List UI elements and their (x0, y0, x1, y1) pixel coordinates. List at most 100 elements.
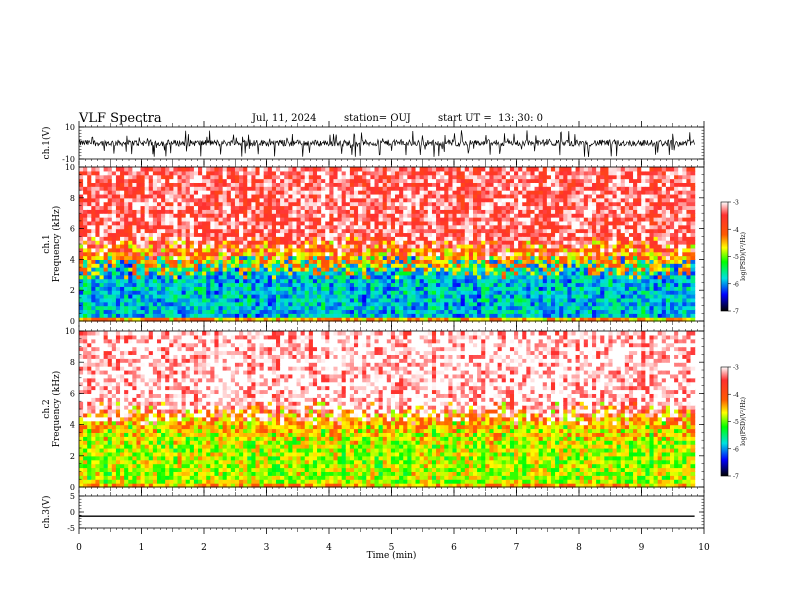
psd-cell (522, 259, 527, 264)
psd-cell (403, 170, 408, 176)
psd-cell (156, 309, 162, 314)
psd-cell (571, 259, 577, 264)
psd-cell (390, 182, 396, 187)
psd-cell (210, 270, 216, 276)
psd-cell (587, 220, 593, 226)
psd-cell (312, 278, 318, 284)
psd-cell (583, 170, 589, 176)
psd-cell (587, 255, 593, 260)
psd-cell (378, 297, 384, 303)
psd-cell (239, 263, 244, 268)
psd-cell (362, 259, 367, 264)
psd-cell (99, 220, 105, 226)
psd-cell (345, 278, 351, 284)
psd-cell (124, 186, 129, 191)
psd-cell (477, 209, 482, 214)
psd-cell (431, 251, 437, 257)
psd-cell (349, 228, 355, 234)
psd-cell (234, 274, 240, 280)
psd-cell (345, 240, 351, 245)
psd-cell (514, 251, 519, 257)
psd-cell (271, 232, 277, 237)
psd-cell (115, 201, 121, 207)
psd-cell (518, 317, 523, 322)
psd-cell (464, 224, 470, 230)
psd-cell (255, 224, 261, 230)
psd-cell (550, 290, 556, 295)
psd-cell (181, 205, 187, 210)
psd-cell (181, 240, 187, 245)
psd-cell (210, 305, 216, 311)
psd-cell (251, 278, 257, 284)
psd-cell (571, 305, 577, 311)
psd-cell (534, 290, 540, 295)
psd-cell (436, 178, 441, 183)
psd-cell (366, 178, 371, 183)
psd-cell (161, 274, 166, 280)
psd-cell (509, 247, 515, 253)
psd-cell (349, 255, 355, 260)
psd-cell (263, 255, 269, 260)
psd-cell (173, 301, 179, 307)
psd-cell (300, 217, 306, 222)
psd-cell (234, 178, 240, 183)
psd-cell (559, 247, 564, 253)
psd-cell (358, 313, 363, 318)
psd-cell (563, 178, 568, 183)
psd-cell (263, 193, 269, 199)
psd-cell (378, 305, 384, 311)
psd-cell (193, 259, 199, 264)
psd-cell (349, 182, 355, 187)
psd-cell (345, 290, 351, 295)
psd-cell (173, 294, 179, 299)
psd-cell (382, 294, 388, 299)
psd-cell (247, 263, 252, 268)
psd-cell (456, 270, 462, 276)
psd-cell (161, 267, 166, 272)
psd-cell (206, 224, 211, 230)
psd-cell (152, 267, 158, 272)
psd-cell (317, 294, 322, 299)
psd-cell (423, 182, 429, 187)
psd-cell (427, 274, 433, 280)
psd-cell (456, 309, 462, 314)
psd-cell (140, 267, 146, 272)
psd-cell (263, 251, 269, 257)
psd-cell (362, 274, 367, 280)
psd-cell (382, 267, 388, 272)
psd-cell (468, 247, 474, 253)
psd-cell (530, 305, 536, 311)
psd-cell (276, 286, 281, 291)
psd-cell (312, 286, 318, 291)
psd-cell (140, 220, 146, 226)
psd-cell (555, 201, 560, 207)
psd-cell (546, 267, 552, 272)
psd-cell (308, 240, 314, 245)
psd-cell (448, 209, 454, 214)
psd-cell (83, 170, 88, 176)
psd-cell (210, 301, 216, 307)
psd-cell (386, 263, 392, 268)
psd-cell (370, 186, 376, 191)
psd-cell (522, 193, 527, 199)
psd-cell (259, 251, 265, 257)
psd-cell (403, 236, 408, 241)
psd-cell (222, 290, 228, 295)
psd-cell (152, 224, 158, 230)
psd-cell (555, 270, 560, 276)
psd-cell (542, 167, 548, 172)
psd-cell (374, 309, 380, 314)
psd-cell (522, 301, 527, 307)
psd-cell (111, 263, 117, 268)
psd-cell (550, 263, 556, 268)
psd-cell (431, 297, 437, 303)
psd-cell (161, 240, 166, 245)
psd-cell (366, 282, 371, 287)
psd-cell (132, 167, 138, 172)
psd-cell (431, 270, 437, 276)
psd-cell (378, 294, 384, 299)
psd-cell (370, 274, 376, 280)
psd-cell (169, 201, 174, 207)
psd-cell (136, 286, 142, 291)
psd-cell (304, 170, 310, 176)
